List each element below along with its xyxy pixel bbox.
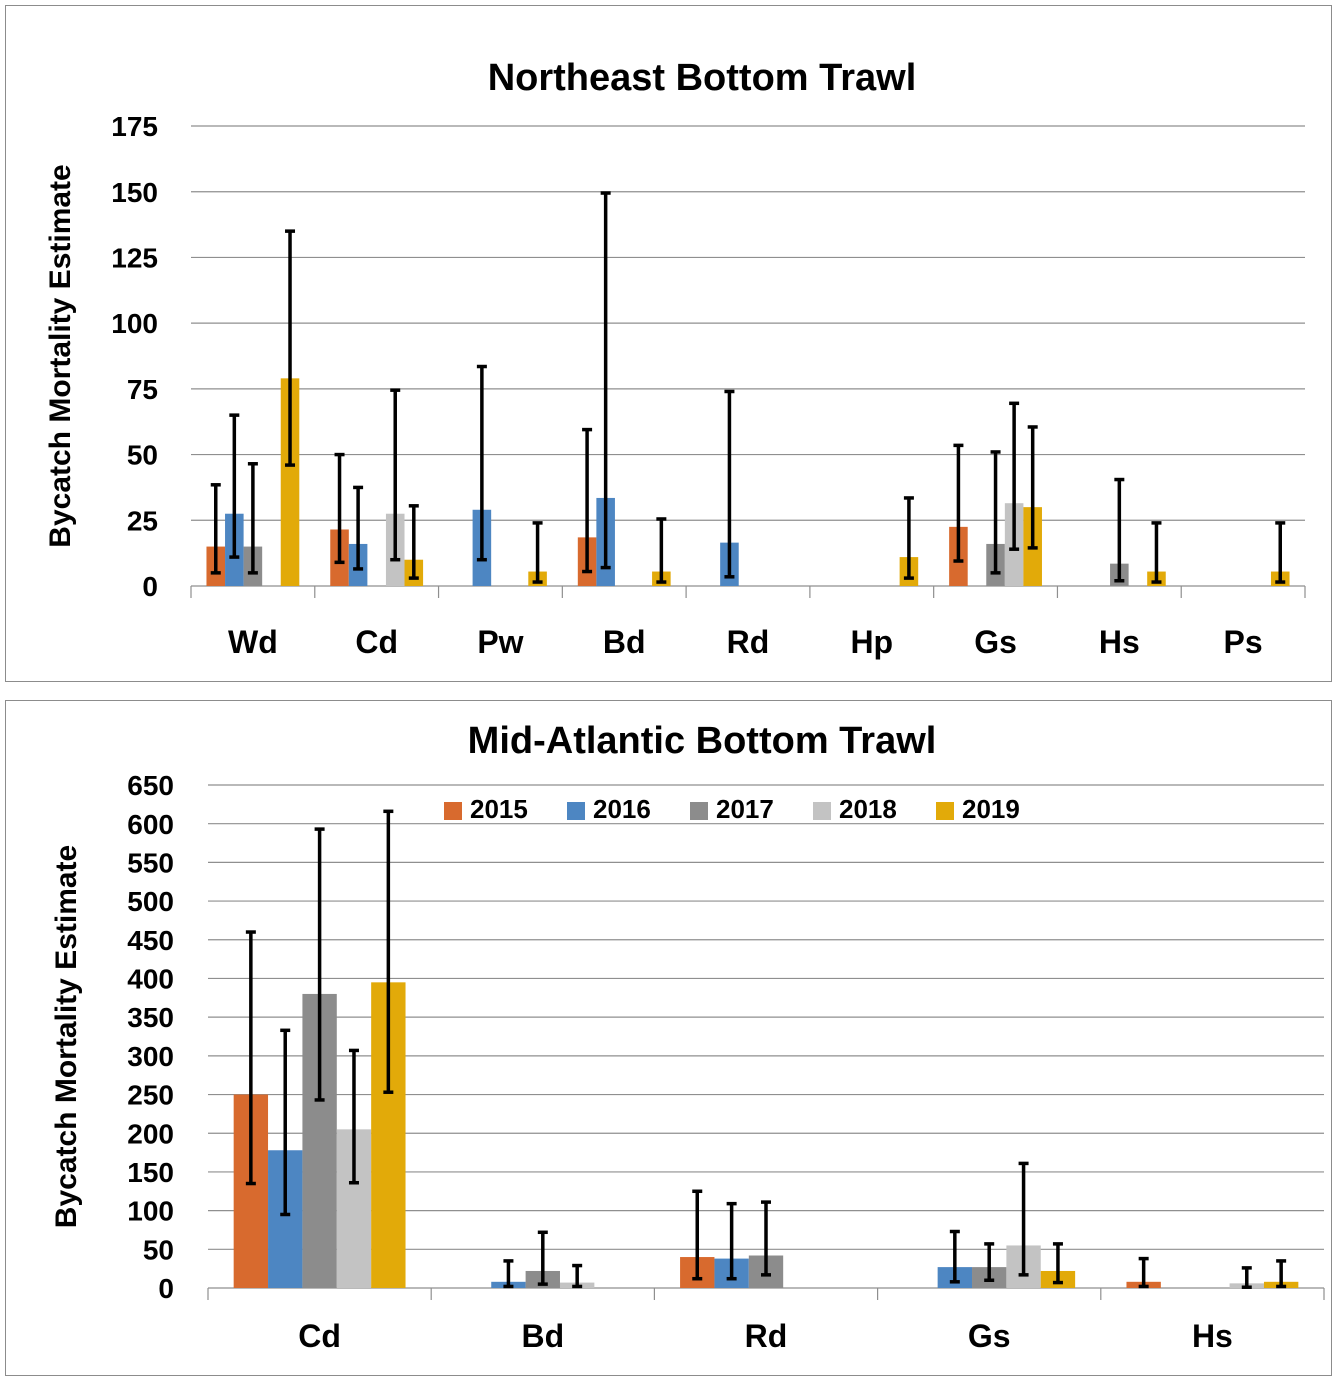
legend-label-2019: 2019 xyxy=(962,794,1020,824)
legend-label-2016: 2016 xyxy=(593,794,651,824)
y-tick-label: 150 xyxy=(111,177,158,208)
y-tick-label: 400 xyxy=(127,964,174,995)
y-tick-label: 100 xyxy=(127,1196,174,1227)
legend-label-2017: 2017 xyxy=(716,794,774,824)
x-category-label: Cd xyxy=(298,1318,341,1354)
y-tick-label: 50 xyxy=(127,440,158,471)
legend-label-2015: 2015 xyxy=(470,794,528,824)
y-tick-label: 25 xyxy=(127,505,158,536)
chart-title: Northeast Bottom Trawl xyxy=(488,57,917,99)
y-tick-label: 200 xyxy=(127,1118,174,1149)
x-category-label: Pw xyxy=(477,624,523,660)
y-tick-label: 0 xyxy=(158,1273,174,1304)
y-tick-label: 250 xyxy=(127,1080,174,1111)
y-tick-label: 350 xyxy=(127,1002,174,1033)
y-tick-label: 450 xyxy=(127,925,174,956)
y-tick-label: 150 xyxy=(127,1157,174,1188)
chart-title: Mid-Atlantic Bottom Trawl xyxy=(468,720,937,762)
x-category-label: Rd xyxy=(745,1318,788,1354)
mid-atlantic-chart-panel: Mid-Atlantic Bottom Trawl Bycatch Mortali… xyxy=(5,700,1332,1376)
y-tick-label: 500 xyxy=(127,886,174,917)
x-category-label: Gs xyxy=(968,1318,1011,1354)
y-tick-label: 75 xyxy=(127,374,158,405)
y-tick-label: 600 xyxy=(127,809,174,840)
legend-swatch-2019 xyxy=(936,802,954,820)
y-axis-label: Bycatch Mortality Estimate xyxy=(50,845,83,1228)
y-tick-label: 650 xyxy=(127,770,174,801)
x-category-label: Wd xyxy=(228,624,278,660)
y-tick-label: 300 xyxy=(127,1041,174,1072)
x-category-label: Gs xyxy=(974,624,1017,660)
northeast-chart: Northeast Bottom Trawl Bycatch Mortality … xyxy=(44,57,1306,660)
x-category-label: Cd xyxy=(355,624,398,660)
y-tick-label: 175 xyxy=(111,111,158,142)
x-category-label: Bd xyxy=(521,1318,564,1354)
y-tick-label: 550 xyxy=(127,847,174,878)
x-category-label: Bd xyxy=(603,624,646,660)
x-category-label: Hs xyxy=(1099,624,1140,660)
y-tick-label: 50 xyxy=(143,1234,174,1265)
legend-label-2018: 2018 xyxy=(839,794,897,824)
x-category-label: Ps xyxy=(1224,624,1263,660)
legend-swatch-2018 xyxy=(813,802,831,820)
legend-swatch-2016 xyxy=(567,802,585,820)
legend-swatch-2015 xyxy=(444,802,462,820)
y-tick-label: 125 xyxy=(111,243,158,274)
northeast-chart-panel: Northeast Bottom Trawl Bycatch Mortality … xyxy=(5,5,1332,682)
y-tick-label: 0 xyxy=(142,571,158,602)
mid-atlantic-chart: Mid-Atlantic Bottom Trawl Bycatch Mortali… xyxy=(50,720,1325,1354)
x-category-label: Hs xyxy=(1192,1318,1233,1354)
x-category-label: Rd xyxy=(727,624,770,660)
y-tick-label: 100 xyxy=(111,308,158,339)
x-category-label: Hp xyxy=(850,624,893,660)
bar-2019-Wd xyxy=(280,378,300,586)
y-axis-label: Bycatch Mortality Estimate xyxy=(44,164,77,547)
legend-swatch-2017 xyxy=(690,802,708,820)
